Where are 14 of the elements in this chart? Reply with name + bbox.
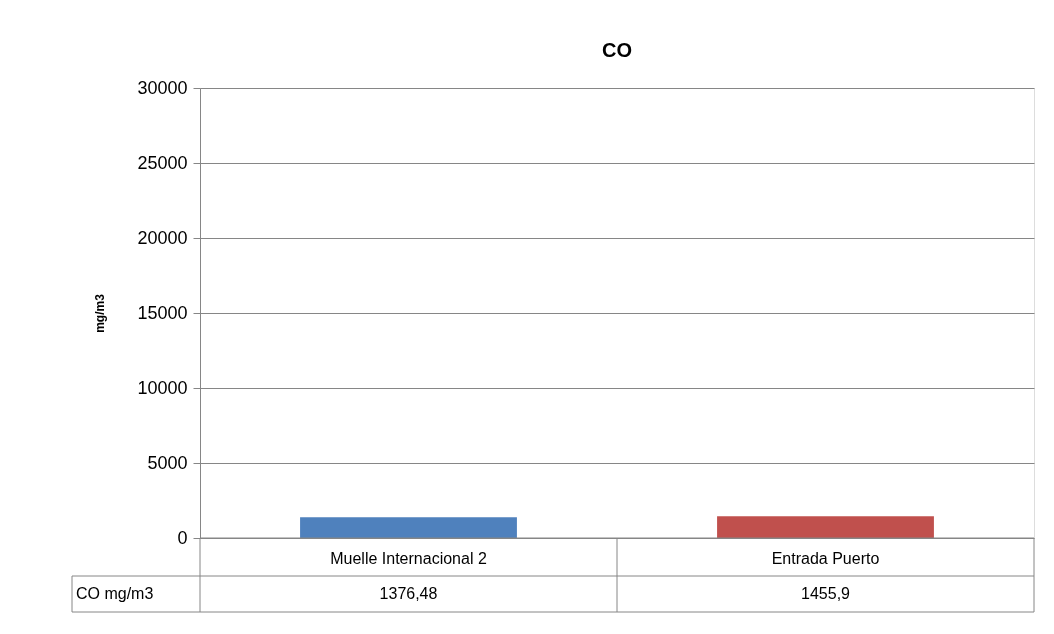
- x-tick-label: Entrada Puerto: [771, 549, 880, 567]
- data-label: 1376,48: [379, 585, 438, 602]
- y-tick-label: 0: [177, 527, 188, 548]
- y-axis-title: mg/m3: [93, 293, 108, 333]
- y-tick-label: 20000: [137, 227, 188, 248]
- y-tick-label: 15000: [137, 302, 188, 323]
- y-tick-label: 10000: [137, 377, 188, 398]
- y-tick-label: 30000: [137, 77, 188, 98]
- x-tick-label: Muelle Internacional 2: [330, 549, 487, 567]
- text: CO mg/m3: [76, 585, 154, 602]
- y-tick-label: 25000: [137, 152, 188, 173]
- data-label: 1455,9: [801, 585, 851, 602]
- chart-title: CO: [602, 39, 632, 61]
- y-tick-label: 5000: [147, 452, 188, 473]
